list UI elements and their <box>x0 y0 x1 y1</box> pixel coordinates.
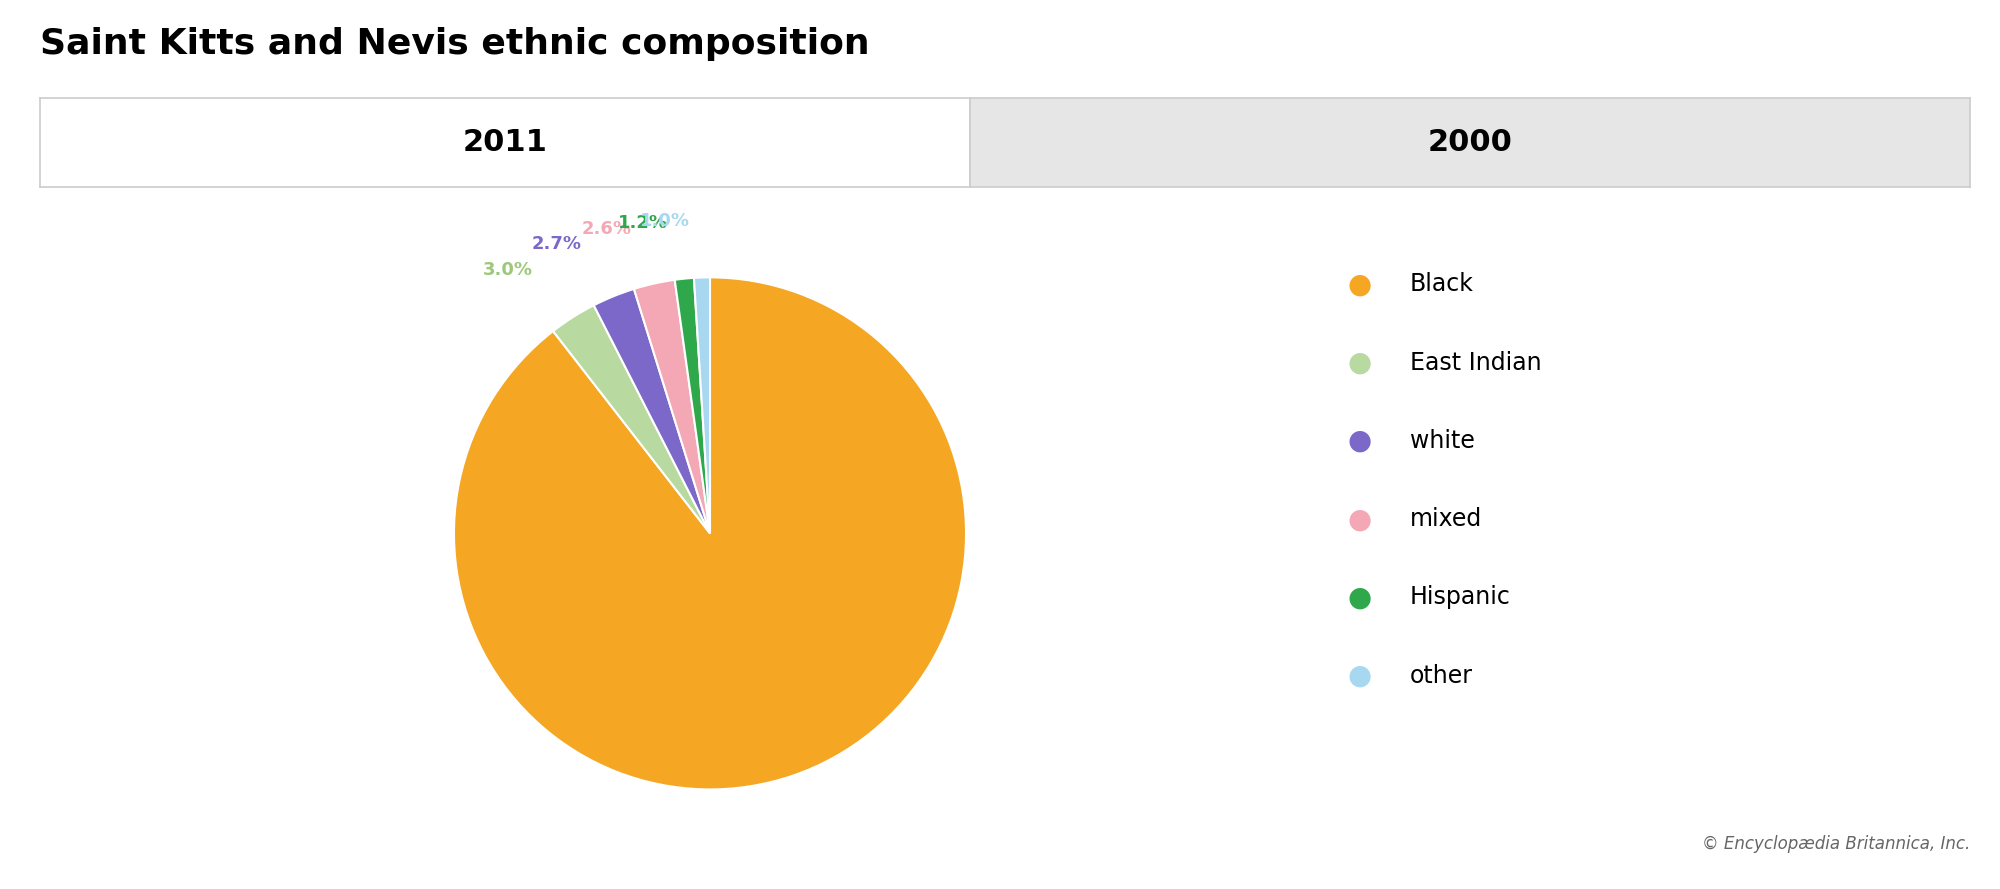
Wedge shape <box>674 278 710 533</box>
Text: East Indian: East Indian <box>1410 351 1542 374</box>
Text: 2.6%: 2.6% <box>582 220 632 237</box>
Text: Saint Kitts and Nevis ethnic composition: Saint Kitts and Nevis ethnic composition <box>40 27 870 60</box>
Text: 3.0%: 3.0% <box>482 260 532 278</box>
Wedge shape <box>454 277 966 789</box>
Text: ●: ● <box>1348 427 1372 455</box>
Text: Hispanic: Hispanic <box>1410 586 1510 609</box>
Text: ●: ● <box>1348 661 1372 690</box>
Text: ●: ● <box>1348 505 1372 533</box>
Text: 1.0%: 1.0% <box>640 212 690 230</box>
Wedge shape <box>554 305 710 533</box>
Text: white: white <box>1410 429 1474 453</box>
Text: 89.5%: 89.5% <box>730 623 802 644</box>
Text: 2011: 2011 <box>462 128 548 156</box>
Wedge shape <box>694 277 710 533</box>
Wedge shape <box>594 289 710 533</box>
Text: ●: ● <box>1348 583 1372 612</box>
Text: 1.2%: 1.2% <box>618 213 668 232</box>
Text: © Encyclopædia Britannica, Inc.: © Encyclopædia Britannica, Inc. <box>1702 836 1970 853</box>
Text: mixed: mixed <box>1410 508 1482 531</box>
Text: other: other <box>1410 664 1472 687</box>
Wedge shape <box>634 280 710 533</box>
Text: Black: Black <box>1410 273 1474 296</box>
Text: 2.7%: 2.7% <box>532 235 582 253</box>
Text: 2000: 2000 <box>1428 128 1512 156</box>
Text: ●: ● <box>1348 348 1372 377</box>
Text: ●: ● <box>1348 270 1372 299</box>
